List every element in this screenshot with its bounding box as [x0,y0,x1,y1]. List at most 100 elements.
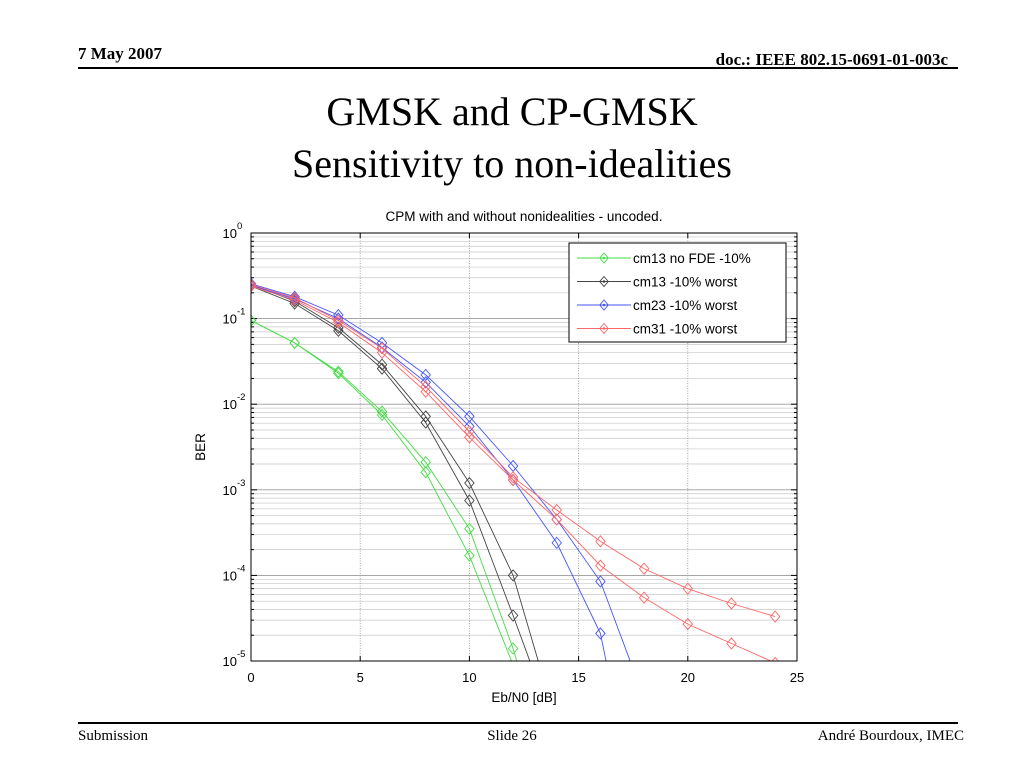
data-point [289,291,300,304]
chart-title: CPM with and without nonidealities - unc… [386,209,663,224]
data-point [333,324,344,338]
y-tick-exponent: -1 [237,307,245,318]
data-point [420,376,431,389]
data-point [507,569,519,582]
x-tick-label: 10 [462,670,476,685]
data-point [595,535,606,548]
data-point [251,279,257,292]
series-4 [251,278,781,661]
data-point [251,279,257,293]
y-axis-label: BER [193,433,208,461]
slide-title-line1: GMSK and CP-GMSK [326,89,698,134]
data-point [551,513,563,526]
x-axis-label: Eb/N0 [dB] [491,690,556,705]
y-tick-exponent: -3 [237,478,245,489]
data-point [507,642,519,655]
data-point [333,367,344,380]
series-1 [251,314,519,661]
series-line [251,320,513,661]
data-point [464,549,475,562]
y-tick-exponent: 0 [237,221,242,232]
header-date: 7 May 2007 [78,44,163,63]
data-point [251,278,257,291]
data-point [333,316,344,329]
data-point [682,582,694,595]
data-point [420,385,431,398]
data-point [464,431,475,444]
series-line [251,284,539,661]
data-point [507,609,519,622]
y-tick-exponent: -5 [237,649,245,660]
data-point [507,471,519,484]
series-line [251,284,776,618]
footer-submission: Submission [78,728,149,744]
data-point [420,466,431,479]
y-tick-label: 10 [223,312,237,327]
y-tick-label: 10 [223,483,237,498]
data-point [289,293,300,307]
x-tick-label: 15 [571,670,585,685]
data-point [376,405,388,418]
y-tick-label: 10 [223,226,237,241]
data-point [376,346,388,359]
data-point [333,314,344,327]
data-point [376,362,388,375]
data-point [420,456,431,469]
data-point [769,610,781,623]
legend-label: cm13 no FDE -10% [633,251,751,266]
data-point [376,358,388,371]
header-doc-id: doc.: IEEE 802.15-0691-01-003c [715,50,948,69]
legend-marker-dot [602,303,606,307]
data-point [595,627,606,640]
axes-frame [250,232,798,662]
data-point [464,522,475,536]
data-point [289,336,300,350]
data-point [726,637,737,650]
data-point [726,597,737,610]
data-point [682,617,694,631]
legend-marker [599,322,609,335]
header-rule [78,67,958,69]
y-tick-label: 10 [223,397,237,412]
series-line [251,285,531,661]
data-point [333,321,344,335]
y-tick-exponent: -4 [237,563,245,574]
data-point [376,342,388,355]
data-point [333,365,344,378]
footer-author: André Bourdoux, IMEC [817,728,964,744]
legend-label: cm31 -10% worst [633,322,738,337]
legend-marker-dot [602,327,606,330]
data-point [420,416,431,429]
data-point [551,503,563,517]
slide-title-line2: Sensitivity to non-idealities [292,141,732,186]
series-line [251,285,773,661]
footer-slide-number: Slide 26 [487,728,537,744]
x-tick-label: 25 [790,670,804,685]
data-point [333,312,344,325]
data-point [464,494,475,507]
data-point [464,410,475,423]
data-point [507,473,519,487]
data-point [595,575,606,588]
legend: cm13 no FDE -10% cm13 -10% worst cm23 -10%… [568,242,787,343]
data-series [251,277,781,661]
data-point [251,277,257,290]
legend-marker [599,299,609,311]
y-tick-label: 10 [223,568,237,583]
data-point [420,368,431,382]
x-tick-label: 0 [247,670,254,685]
data-point [376,408,388,422]
legend-marker-dot [602,256,606,260]
series-line [251,283,631,661]
legend-marker-dot [602,280,606,283]
data-point [638,562,650,575]
footer-rule [78,722,958,724]
slide-title: GMSK and CP-GMSK Sensitivity to non-idea… [0,86,1024,190]
data-point [595,559,606,572]
y-tick-exponent: -2 [237,392,245,403]
data-point [289,290,300,303]
data-point [551,536,563,550]
legend-label: cm13 -10% worst [633,275,738,290]
data-point [464,476,475,490]
